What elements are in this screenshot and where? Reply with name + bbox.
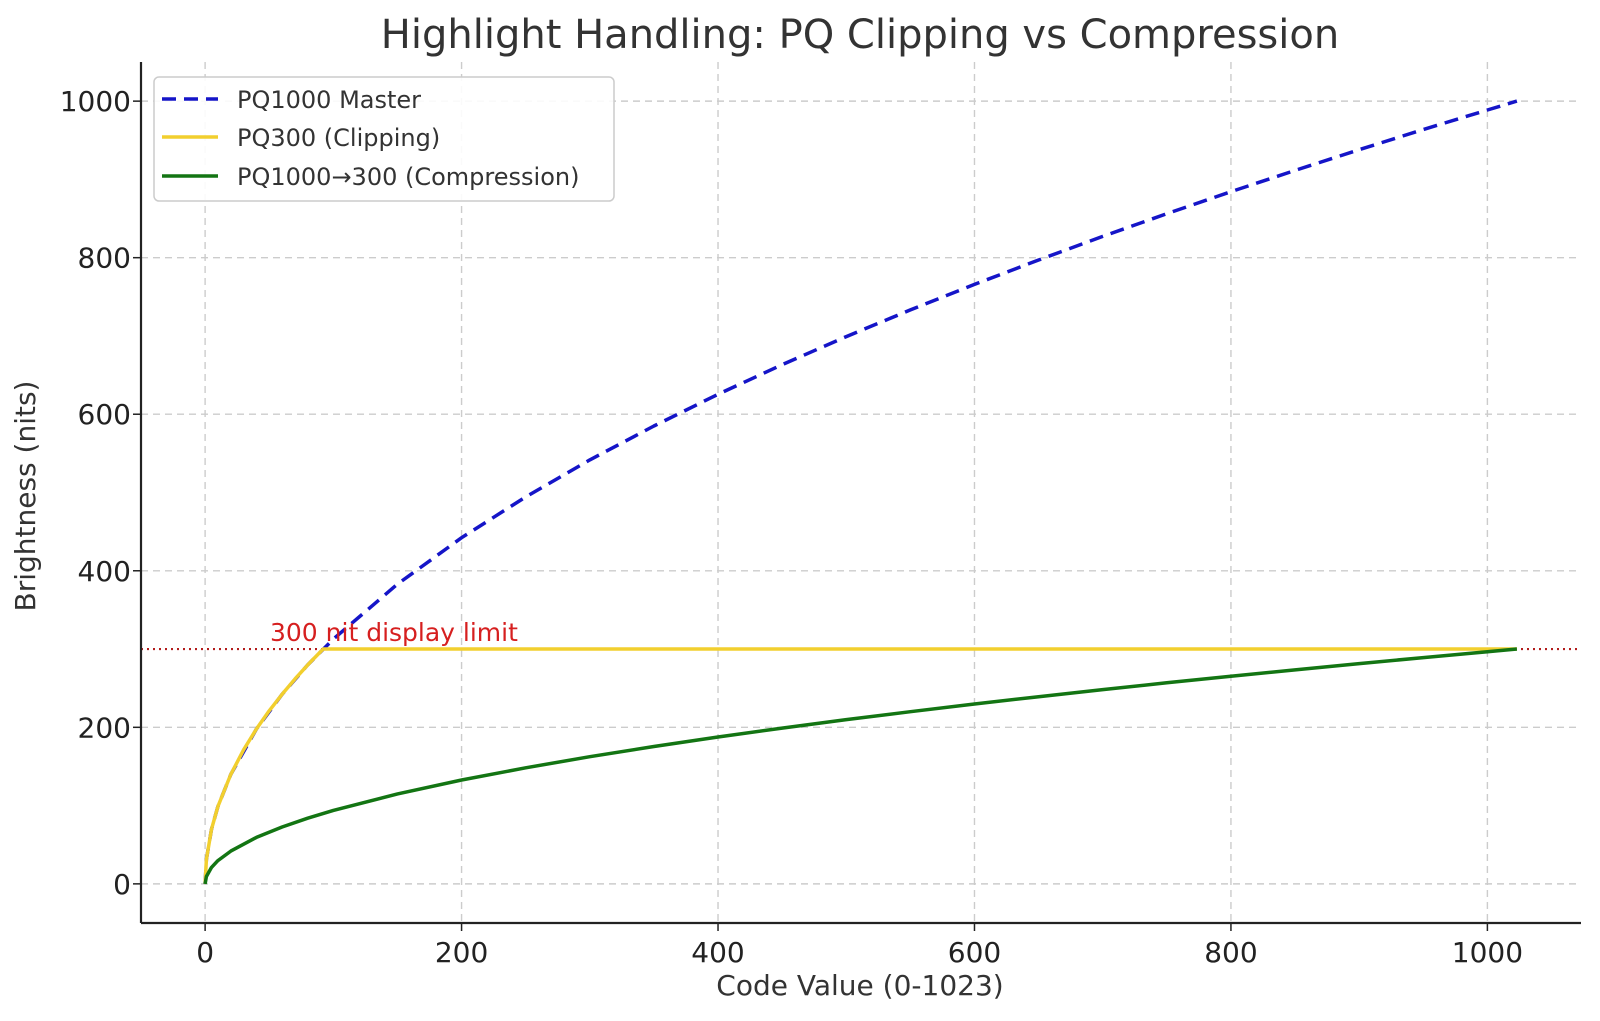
x-tick-label: 800 bbox=[1204, 936, 1257, 969]
x-axis-label: Code Value (0-1023) bbox=[716, 969, 1003, 1002]
y-tick-label: 0 bbox=[113, 868, 131, 901]
series-line-pq300-clipping bbox=[203, 647, 1517, 884]
legend: PQ1000 Master PQ300 (Clipping) PQ1000→30… bbox=[153, 76, 615, 202]
y-tick-label: 1000 bbox=[60, 85, 131, 118]
series-line-pq1000-300-compression bbox=[203, 647, 1518, 885]
series-line-pq1000-master bbox=[203, 99, 1518, 884]
y-tick-label: 600 bbox=[78, 398, 131, 431]
x-tick-label: 400 bbox=[691, 936, 744, 969]
reference-line-label: 300 nit display limit bbox=[270, 618, 518, 647]
legend-label-pq1000-master: PQ1000 Master bbox=[237, 86, 421, 114]
y-tick-label: 200 bbox=[78, 711, 131, 744]
chart-title: Highlight Handling: PQ Clipping vs Compr… bbox=[381, 12, 1339, 58]
y-axis-label: Brightness (nits) bbox=[9, 381, 42, 612]
x-tick-label: 1000 bbox=[1452, 936, 1523, 969]
tick-labels: 0 200 400 600 800 1000 0 200 400 600 800 1000 bbox=[60, 85, 1523, 969]
series-lines bbox=[203, 99, 1518, 885]
legend-label-pq1000-300-compression: PQ1000→300 (Compression) bbox=[237, 163, 579, 191]
x-tick-label: 0 bbox=[196, 936, 214, 969]
axes bbox=[133, 62, 1581, 931]
x-tick-label: 600 bbox=[948, 936, 1001, 969]
y-tick-label: 800 bbox=[78, 242, 131, 275]
x-tick-label: 200 bbox=[435, 936, 488, 969]
legend-label-pq300-clipping: PQ300 (Clipping) bbox=[237, 124, 440, 152]
y-tick-label: 400 bbox=[78, 555, 131, 588]
legend-frame bbox=[153, 76, 615, 202]
